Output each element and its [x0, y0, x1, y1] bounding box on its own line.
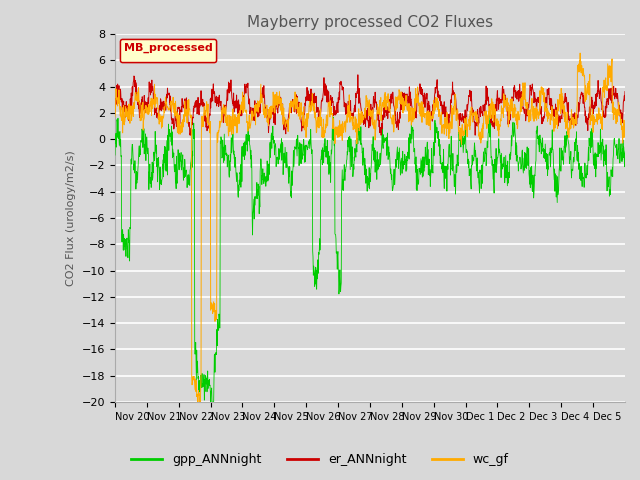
Legend: gpp_ANNnight, er_ANNnight, wc_gf: gpp_ANNnight, er_ANNnight, wc_gf — [126, 448, 514, 471]
Title: Mayberry processed CO2 Fluxes: Mayberry processed CO2 Fluxes — [247, 15, 493, 30]
Y-axis label: CO2 Flux (urology/m2/s): CO2 Flux (urology/m2/s) — [66, 150, 76, 286]
Legend:  — [120, 39, 216, 62]
